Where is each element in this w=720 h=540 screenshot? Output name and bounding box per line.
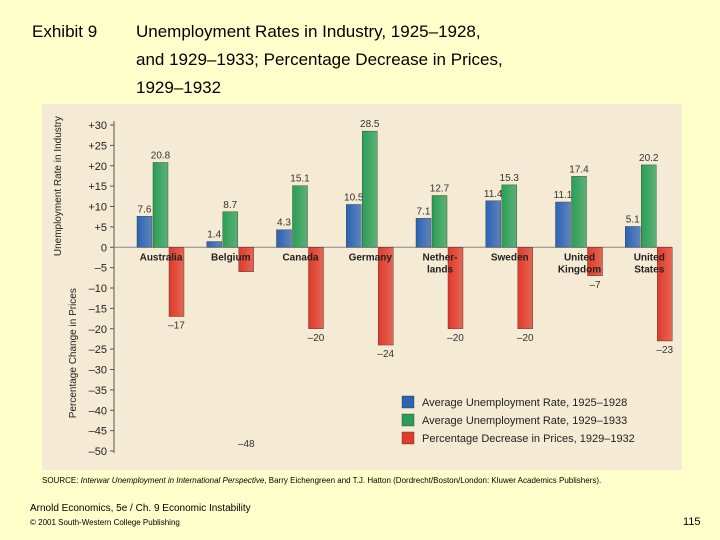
bar-3 — [168, 247, 185, 317]
footer-copyright: © 2001 South-Western College Publishing — [30, 518, 180, 527]
bar-1 — [625, 226, 641, 248]
y-tick-label: –30 — [89, 365, 107, 377]
data-label: 4.3 — [277, 218, 291, 229]
y-tick-label: +25 — [88, 140, 107, 152]
bar-1 — [136, 216, 153, 248]
category-label: lands — [427, 264, 454, 275]
data-label: 15.3 — [500, 173, 520, 184]
bar-3 — [378, 247, 394, 346]
y-tick-label: –45 — [89, 426, 107, 438]
source-title: Interwar Unemployment in International P… — [80, 476, 265, 485]
bar-3 — [587, 247, 603, 276]
footer-book: Arnold Economics, 5e / Ch. 9 Economic In… — [30, 503, 251, 514]
data-label: –24 — [377, 349, 394, 360]
category-label: United — [634, 252, 665, 263]
bar-2 — [431, 195, 448, 248]
data-label: –20 — [447, 333, 464, 344]
category-label: Australia — [140, 252, 183, 263]
bar-1 — [276, 229, 292, 248]
category-label: Sweden — [491, 252, 529, 263]
bar-2 — [641, 164, 657, 248]
y-tick-label: –50 — [89, 446, 107, 458]
source-rest: , Barry Eichengreen and T.J. Hatton (Dor… — [264, 476, 602, 485]
y-tick-label: –5 — [95, 263, 107, 275]
bar-1 — [415, 218, 432, 248]
data-label: –7 — [589, 280, 601, 291]
category-label: Kingdom — [558, 264, 601, 275]
y-axis-title-bottom: Percentage Change in Prices — [68, 288, 79, 418]
data-label: 7.1 — [417, 206, 431, 217]
y-tick-label: –35 — [89, 385, 107, 397]
legend-label: Average Unemployment Rate, 1925–1928 — [422, 397, 627, 409]
data-label: –20 — [517, 333, 534, 344]
y-tick-label: 0 — [101, 242, 107, 254]
legend-swatch — [401, 413, 415, 427]
legend-swatch — [401, 395, 415, 409]
data-label: 5.1 — [626, 214, 640, 225]
bar-3 — [308, 247, 324, 329]
data-label: 17.4 — [569, 164, 589, 175]
title-line-1: Unemployment Rates in Industry, 1925–192… — [136, 22, 481, 41]
data-label: 11.1 — [554, 190, 573, 201]
source-prefix: SOURCE: — [42, 476, 81, 485]
bar-1 — [206, 241, 222, 248]
data-label: –20 — [308, 333, 325, 344]
category-label: United — [564, 252, 595, 263]
bar-2 — [362, 130, 378, 248]
legend-label: Average Unemployment Rate, 1929–1933 — [422, 415, 627, 427]
exhibit-label: Exhibit 9 — [32, 22, 98, 41]
chart: +30 +25 +20 +15 +10 +5 0 –5 –10 –15 –20 –25 –30 –35 –4… — [42, 104, 682, 470]
data-label: –23 — [656, 345, 673, 356]
category-label: Germany — [349, 252, 393, 263]
data-label: 12.7 — [430, 183, 450, 194]
legend-swatch — [401, 431, 415, 445]
data-label: 11.4 — [484, 189, 503, 200]
bar-2 — [222, 211, 238, 248]
data-label: 20.8 — [151, 150, 171, 161]
title-line-2: and 1929–1933; Percentage Decrease in Pr… — [136, 50, 503, 69]
y-tick-label: +5 — [94, 222, 107, 234]
bar-3 — [447, 247, 464, 329]
bar-1 — [346, 204, 362, 248]
y-tick-label: –15 — [89, 303, 107, 315]
data-label: –17 — [168, 321, 185, 332]
data-label: 20.2 — [639, 153, 659, 164]
data-label: 8.7 — [223, 200, 237, 211]
y-tick-label: –20 — [89, 324, 107, 336]
bar-2 — [292, 185, 308, 248]
page-number: 115 — [683, 516, 701, 528]
y-tick-label: –25 — [89, 344, 107, 356]
category-label: Belgium — [211, 252, 251, 263]
category-label: Nether- — [422, 252, 457, 263]
bar-2 — [501, 184, 517, 248]
title-line-3: 1929–1932 — [136, 78, 222, 97]
y-tick-label: +10 — [88, 202, 107, 214]
legend-label: Percentage Decrease in Prices, 1929–1932 — [422, 433, 635, 445]
y-tick-label: –40 — [89, 405, 107, 417]
data-label: 10.5 — [344, 192, 364, 203]
y-axis-title-top: Unemployment Rate in Industry — [53, 116, 64, 256]
category-label: Canada — [282, 252, 319, 263]
y-tick-label: +20 — [88, 161, 107, 173]
bar-2 — [571, 176, 587, 248]
bar-1 — [485, 200, 501, 248]
data-label: 15.1 — [290, 174, 310, 185]
bar-3 — [517, 247, 533, 329]
y-tick-label: +15 — [88, 181, 107, 193]
bar-1 — [555, 201, 571, 248]
y-tick-label: –10 — [89, 283, 107, 295]
category-label: States — [634, 264, 664, 275]
data-label: 1.4 — [207, 230, 221, 241]
bar-3 — [657, 247, 673, 342]
data-label: 7.6 — [138, 204, 152, 215]
bar-3 — [238, 247, 254, 272]
source-note: SOURCE: Interwar Unemployment in Interna… — [42, 476, 682, 486]
chart-background — [42, 104, 682, 470]
y-tick-label: +30 — [88, 120, 107, 132]
bar-2 — [152, 162, 169, 248]
extra-data-label: –48 — [238, 439, 255, 450]
data-label: 28.5 — [360, 119, 380, 130]
